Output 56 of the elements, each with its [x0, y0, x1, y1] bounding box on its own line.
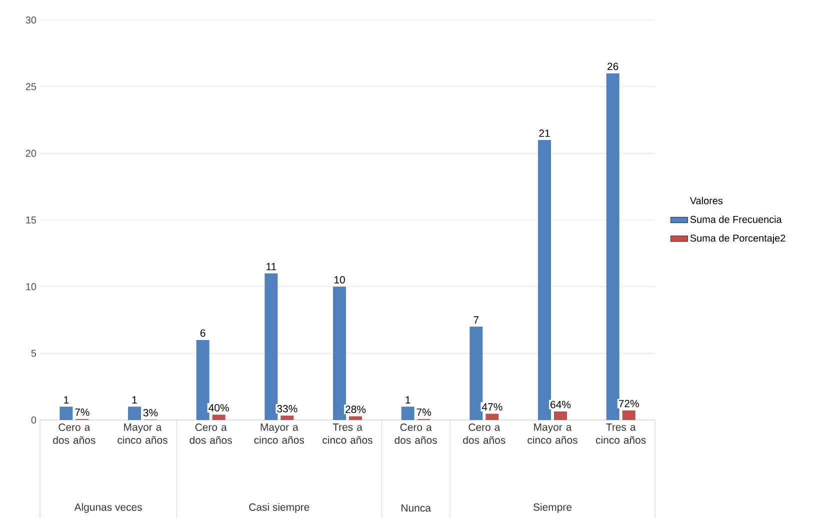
text: Siempre [533, 503, 572, 513]
y-tick-label: 25 [26, 83, 36, 90]
text: Nunca [402, 504, 431, 512]
data-label: 1 [132, 396, 137, 404]
x-tick-label: Tres a cinco años [596, 424, 646, 444]
x-tick-label: Mayor a cinco años [528, 424, 578, 444]
text: Casi siempre [249, 503, 310, 513]
bar [538, 140, 551, 420]
bar [554, 411, 567, 420]
legend-label: Suma de Frecuencia [690, 216, 782, 223]
data-label: 10 [334, 276, 345, 284]
data-label: 6 [200, 329, 206, 337]
data-label: 1 [64, 396, 69, 404]
bar [280, 416, 294, 420]
y-tick-label: 10 [26, 283, 36, 290]
x-tick-label: Cero a dos años [53, 424, 96, 444]
y-tick-label: 15 [26, 216, 36, 224]
x-tick-label: Cero a dos años [463, 424, 506, 444]
legend-label: Suma de Porcentaje2 [690, 234, 786, 244]
x-tick-label: Tres a cinco años [322, 424, 372, 444]
x-tick-label: Cero a dos años [190, 424, 232, 444]
data-label: 1 [406, 396, 410, 404]
data-label: 11 [266, 262, 276, 270]
bar [60, 406, 73, 420]
bar [622, 410, 636, 420]
data-label: 40% [208, 404, 229, 412]
data-label: 7% [75, 408, 90, 416]
bar [606, 73, 620, 420]
legend-title: Valores [690, 196, 723, 204]
data-label: 7 [474, 316, 479, 324]
text: Algunas veces [74, 503, 142, 513]
y-tick-label: 0 [31, 416, 36, 424]
data-label: 7% [416, 408, 432, 416]
bar [332, 286, 346, 420]
bar [486, 414, 499, 420]
data-label: 28% [346, 406, 366, 414]
data-label: 47% [482, 403, 502, 411]
y-tick-label: 30 [26, 16, 36, 24]
data-label: 3% [143, 409, 158, 416]
bar [470, 326, 483, 420]
bar [264, 273, 278, 420]
data-label: 64% [550, 400, 571, 408]
y-tick-label: 5 [31, 350, 36, 357]
bar [128, 406, 141, 420]
data-label: 26 [608, 62, 618, 70]
data-label: 33% [277, 405, 298, 412]
bar [212, 414, 226, 420]
data-label: 72% [618, 400, 639, 408]
bar [348, 416, 362, 420]
bar [196, 340, 210, 420]
y-tick-label: 20 [26, 150, 36, 157]
x-tick-label: Mayor a cinco años [254, 424, 304, 444]
x-tick-label: Cero a dos años [394, 424, 437, 444]
x-tick-label: Mayor a cinco años [118, 424, 168, 444]
data-label: 21 [539, 130, 550, 137]
bar [401, 406, 414, 420]
